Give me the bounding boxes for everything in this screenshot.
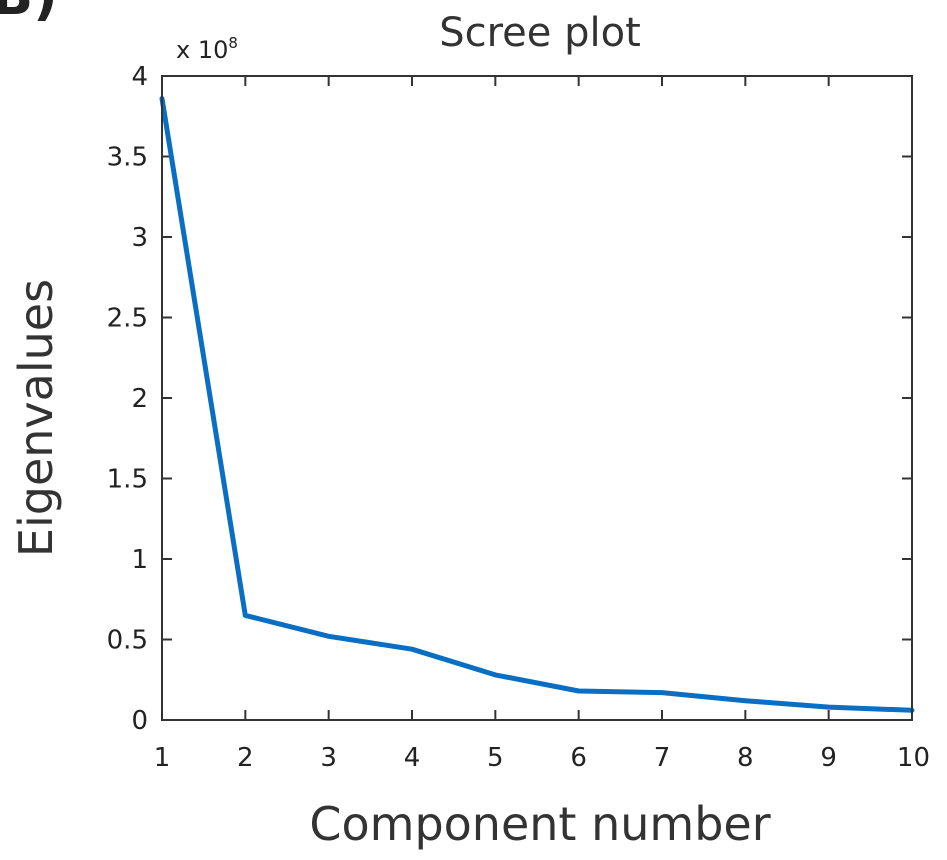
x-tick-label: 10 [897, 743, 930, 773]
y-tick-label: 2 [131, 384, 148, 414]
x-tick-label: 3 [320, 743, 337, 773]
y-tick-label: 0 [131, 706, 148, 736]
series-line-eigenvalues [159, 96, 915, 713]
x-tick-label: 6 [570, 743, 587, 773]
y-tick-label: 3 [131, 223, 148, 253]
y-tick-label: 1.5 [107, 465, 148, 495]
y-tick-label: 1 [131, 545, 148, 575]
x-tick-label: 2 [237, 743, 254, 773]
series-layer [159, 96, 915, 713]
y-tick-label: 0.5 [107, 626, 148, 656]
x-tick-label: 8 [737, 743, 754, 773]
y-axis-multiplier: x 108 [176, 34, 238, 64]
y-axis-multiplier-exponent: 8 [228, 34, 238, 52]
y-axis-multiplier-base: x 10 [176, 36, 228, 64]
chart-title: Scree plot [439, 10, 641, 56]
x-axis-ticks: 1 2 3 4 5 6 7 8 9 10 [154, 76, 930, 773]
x-axis-title: Component number [309, 797, 770, 851]
x-tick-label: 4 [404, 743, 421, 773]
y-axis-ticks: 0 0.5 1 1.5 2 2.5 3 3.5 4 [107, 62, 912, 736]
plot-area-frame [161, 75, 913, 721]
y-tick-label: 3.5 [107, 143, 148, 173]
x-tick-label: 5 [487, 743, 504, 773]
panel-label: B) [0, 0, 58, 27]
y-axis-title: Eigenvalues [9, 279, 63, 557]
x-tick-label: 7 [654, 743, 671, 773]
y-tick-label: 2.5 [107, 304, 148, 334]
x-tick-label: 1 [154, 743, 171, 773]
y-tick-label: 4 [131, 62, 148, 92]
x-tick-label: 9 [820, 743, 837, 773]
